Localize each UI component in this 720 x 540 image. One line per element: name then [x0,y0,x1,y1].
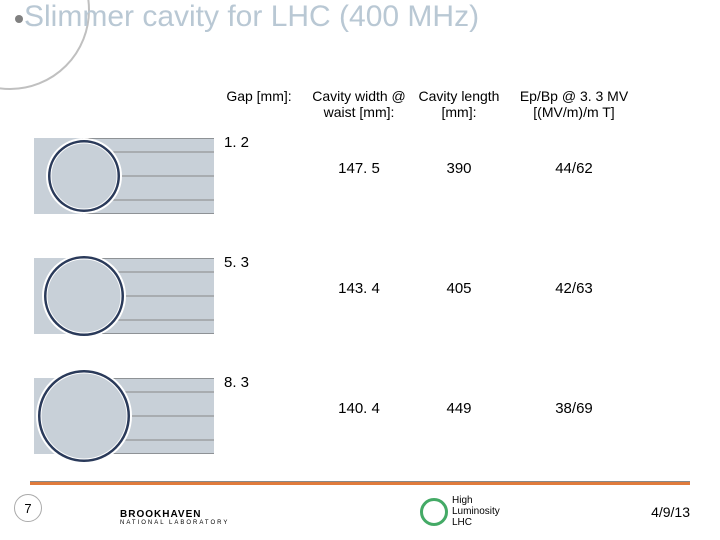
gap-cell: 5. 3 [214,246,304,271]
corner-dot [15,15,23,23]
content-area: Gap [mm]: Cavity width @ waist [mm]: Cav… [34,88,700,486]
length-cell: 405 [414,246,504,297]
gap-cell: 1. 2 [214,126,304,151]
header-ep: Ep/Bp @ 3. 3 MV [(MV/m)/m T] [504,88,644,120]
ep-cell: 38/69 [504,366,644,417]
ep-cell: 44/62 [504,126,644,177]
hilumi-text: High Luminosity LHC [452,495,500,528]
cavity-diagram [34,246,214,346]
cavity-diagram [34,366,214,466]
width-cell: 143. 4 [304,246,414,297]
header-gap: Gap [mm]: [214,88,304,120]
hilumi-ring-icon [420,498,448,526]
header-spacer [34,88,214,120]
bnl-main: BROOKHAVEN [120,509,229,520]
header-length: Cavity length [mm]: [414,88,504,120]
cavity-image-cell [34,246,214,351]
cavity-image-cell [34,126,214,231]
cavity-image-cell [34,366,214,471]
page-title: Slimmer cavity for LHC (400 MHz) [24,0,479,34]
table-header-row: Gap [mm]: Cavity width @ waist [mm]: Cav… [34,88,700,120]
brookhaven-logo: BROOKHAVEN NATIONAL LABORATORY [120,509,229,526]
table-row: 1. 2 147. 5 390 44/62 [34,126,700,246]
bnl-sub: NATIONAL LABORATORY [120,520,229,526]
date-label: 4/9/13 [651,504,690,520]
footer-divider [30,481,690,485]
table-row: 5. 3 143. 4 405 42/63 [34,246,700,366]
header-width: Cavity width @ waist [mm]: [304,88,414,120]
cavity-diagram [34,126,214,226]
table-row: 8. 3 140. 4 449 38/69 [34,366,700,486]
length-cell: 449 [414,366,504,417]
page-number: 7 [14,494,42,522]
ep-cell: 42/63 [504,246,644,297]
length-cell: 390 [414,126,504,177]
width-cell: 140. 4 [304,366,414,417]
width-cell: 147. 5 [304,126,414,177]
gap-cell: 8. 3 [214,366,304,391]
hilumi-logo: High Luminosity LHC [420,495,500,528]
